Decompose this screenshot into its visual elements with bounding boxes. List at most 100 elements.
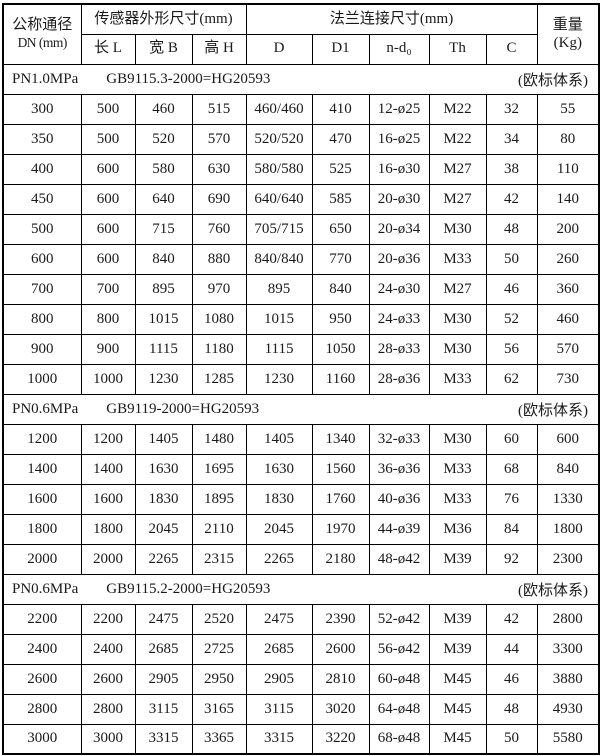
cell-h: 2950 <box>191 663 247 695</box>
cell-d1: 1340 <box>311 423 370 455</box>
cell-th: M27 <box>428 273 487 305</box>
table-row-dn-300: 300 500 460 515 460/460 410 12-ø25 M22 32 55 <box>2 93 600 125</box>
table-row-dn-500: 500 600 715 760 705/715 650 20-ø34 M30 48 200 <box>2 213 600 245</box>
cell-d: 840/840 <box>245 243 313 275</box>
col-header-c: C <box>485 33 538 65</box>
cell-c: 60 <box>485 423 538 455</box>
cell-dn: 350 <box>2 123 82 155</box>
cell-d1: 1160 <box>311 363 370 395</box>
cell-l: 500 <box>80 123 136 155</box>
cell-kg: 1800 <box>536 513 600 545</box>
cell-l: 3000 <box>80 723 136 755</box>
cell-n-d0: 24-ø33 <box>368 303 430 335</box>
cell-d1: 1050 <box>311 333 370 365</box>
cell-kg: 4930 <box>536 693 600 725</box>
cell-d1: 2600 <box>311 633 370 665</box>
cell-d: 640/640 <box>245 183 313 215</box>
cell-kg: 840 <box>536 453 600 485</box>
col-header-d1: D1 <box>311 33 370 65</box>
cell-d1: 525 <box>311 153 370 185</box>
cell-kg: 3300 <box>536 633 600 665</box>
cell-b: 3315 <box>134 723 193 755</box>
cell-h: 1480 <box>191 423 247 455</box>
cell-dn: 3000 <box>2 723 82 755</box>
cell-l: 600 <box>80 213 136 245</box>
cell-n-d0: 36-ø36 <box>368 453 430 485</box>
cell-kg: 110 <box>536 153 600 185</box>
col-group-flange-dimensions: 法兰连接尺寸(mm) <box>245 3 538 35</box>
col-header-th: Th <box>428 33 487 65</box>
cell-c: 44 <box>485 633 538 665</box>
cell-n-d0: 56-ø42 <box>368 633 430 665</box>
col-header-dn-line1: 公称通径 <box>12 17 73 34</box>
cell-dn: 1000 <box>2 363 82 395</box>
table-row-dn-2400: 2400 2400 2685 2725 2685 2600 56-ø42 M39 44 3300 <box>2 633 600 665</box>
cell-dn: 700 <box>2 273 82 305</box>
table-row-dn-1200: 1200 1200 1405 1480 1405 1340 32-ø33 M30 60 600 <box>2 423 600 455</box>
cell-c: 46 <box>485 663 538 695</box>
cell-l: 600 <box>80 183 136 215</box>
cell-d1: 410 <box>311 93 370 125</box>
cell-kg: 730 <box>536 363 600 395</box>
cell-b: 3115 <box>134 693 193 725</box>
cell-kg: 2800 <box>536 603 600 635</box>
cell-d: 1630 <box>245 453 313 485</box>
cell-n-d0: 44-ø39 <box>368 513 430 545</box>
cell-d: 2045 <box>245 513 313 545</box>
cell-c: 42 <box>485 183 538 215</box>
col-header-weight-line1: 重量 <box>552 16 583 33</box>
cell-l: 600 <box>80 243 136 275</box>
cell-c: 48 <box>485 693 538 725</box>
col-header-weight: 重量 (Kg) <box>536 3 600 65</box>
section-header-content: PN0.6MPa GB9115.2-2000=HG20593 (欧标体系) <box>4 579 598 600</box>
cell-d: 520/520 <box>245 123 313 155</box>
cell-b: 1015 <box>134 303 193 335</box>
section-standard-code: GB9115.3-2000=HG20593 <box>106 70 271 87</box>
cell-h: 2110 <box>191 513 247 545</box>
section-system-note: (欧标体系) <box>518 72 589 89</box>
cell-d1: 2810 <box>311 663 370 695</box>
section-header-cell: PN0.6MPa GB9115.2-2000=HG20593 (欧标体系) <box>2 573 600 605</box>
cell-dn: 2400 <box>2 633 82 665</box>
cell-th: M33 <box>428 363 487 395</box>
cell-kg: 2300 <box>536 543 600 575</box>
cell-c: 62 <box>485 363 538 395</box>
cell-th: M30 <box>428 303 487 335</box>
cell-dn: 900 <box>2 333 82 365</box>
cell-d: 2265 <box>245 543 313 575</box>
cell-c: 68 <box>485 453 538 485</box>
cell-dn: 300 <box>2 93 82 125</box>
cell-c: 32 <box>485 93 538 125</box>
cell-d1: 2180 <box>311 543 370 575</box>
cell-n-d0: 32-ø33 <box>368 423 430 455</box>
cell-c: 92 <box>485 543 538 575</box>
table-row-dn-900: 900 900 1115 1180 1115 1050 28-ø33 M30 56 570 <box>2 333 600 365</box>
cell-th: M33 <box>428 453 487 485</box>
cell-kg: 5580 <box>536 723 600 755</box>
table-row-dn-2000: 2000 2000 2265 2315 2265 2180 48-ø42 M39 92 2300 <box>2 543 600 575</box>
cell-th: M30 <box>428 213 487 245</box>
section-pressure-rating: PN0.6MPa <box>12 400 79 417</box>
cell-kg: 140 <box>536 183 600 215</box>
cell-dn: 2200 <box>2 603 82 635</box>
table-row-dn-800: 800 800 1015 1080 1015 950 24-ø33 M30 52 460 <box>2 303 600 335</box>
cell-h: 1080 <box>191 303 247 335</box>
cell-kg: 600 <box>536 423 600 455</box>
cell-l: 900 <box>80 333 136 365</box>
cell-th: M36 <box>428 513 487 545</box>
cell-h: 2520 <box>191 603 247 635</box>
cell-c: 48 <box>485 213 538 245</box>
cell-d: 580/580 <box>245 153 313 185</box>
table-row-dn-400: 400 600 580 630 580/580 525 16-ø30 M27 38 110 <box>2 153 600 185</box>
table-row-dn-2800: 2800 2800 3115 3165 3115 3020 64-ø48 M45 48 4930 <box>2 693 600 725</box>
section-pressure-rating: PN1.0MPa <box>12 70 79 87</box>
cell-n-d0: 20-ø30 <box>368 183 430 215</box>
cell-l: 800 <box>80 303 136 335</box>
col-header-b: 宽 B <box>134 33 193 65</box>
cell-h: 760 <box>191 213 247 245</box>
cell-d1: 1560 <box>311 453 370 485</box>
cell-l: 1400 <box>80 453 136 485</box>
cell-l: 2400 <box>80 633 136 665</box>
